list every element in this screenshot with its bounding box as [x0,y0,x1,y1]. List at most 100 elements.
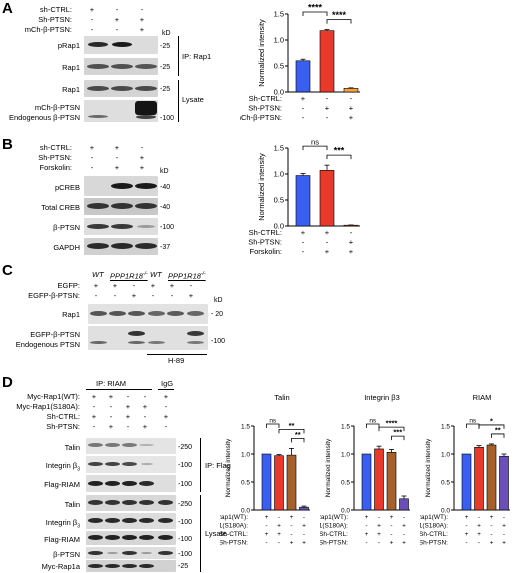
condition-sign: - [278,514,280,521]
b-sign: - [90,163,94,172]
condition-sign: + [349,104,354,113]
condition-sign: + [290,514,294,521]
b-sign: + [114,163,120,172]
b-cond-1: Sh-PTSN: [38,153,72,162]
condition-label: Rap1(WT): [320,514,348,521]
condition-label: Rap1(S180A): [220,523,248,530]
condition-sign: + [349,238,354,247]
condition-sign: + [277,523,281,530]
d-blot-ptsn-lysate [86,547,176,559]
y-tick-label: 1.5 [274,144,284,153]
bar [295,175,311,227]
d-blot-label: Flag-RIAM [44,480,80,489]
chart-talin: Talin 0.0 0.5 1.0 1.5 Normalized intensity ns *… [220,393,310,547]
chart-title: Integrin β3 [364,393,400,402]
significance-label: ns [469,418,477,425]
condition-sign: + [325,104,330,113]
condition-sign: + [265,531,269,538]
d-blot-label: Flag-RIAM [44,535,80,544]
b-sign: + [139,153,145,162]
significance-label: ** [289,421,295,430]
bar [299,506,309,511]
d-sign: + [125,402,131,411]
d-sign: - [92,422,96,431]
condition-sign: - [302,104,305,113]
condition-sign: - [365,523,367,530]
condition-sign: + [349,113,354,122]
b-blot-total-creb [84,198,158,215]
y-axis-label: Normalized intensity [325,438,332,497]
d-blot-integrin-ip [86,456,176,473]
c-sign: - [113,291,117,300]
b-kd: -37 [160,244,171,251]
y-axis-label: Normalized intensity [257,153,266,221]
c-cond-1: EGFP-β-PTSN: [28,291,80,300]
condition-sign: + [365,514,369,521]
condition-sign: - [478,514,480,521]
condition-label: Sh-PTSN: [220,540,248,547]
condition-sign: - [302,247,305,256]
a-blot-label: Rap1 [62,63,80,72]
a-blot-rap1-ip [84,58,158,75]
b-sign: - [90,153,94,162]
y-tick-label: 1.5 [241,424,250,431]
condition-sign: - [290,523,292,530]
significance-bracket [291,438,305,443]
significance-label: * [490,416,493,425]
condition-label: mCh-β-PTSN: [240,113,282,122]
b-kd: -40 [160,184,171,191]
condition-sign: - [365,540,367,547]
d-bracket-lysate [200,495,201,572]
significance-bracket [266,423,280,428]
a-sign: + [139,15,145,24]
c-sign: + [169,281,175,290]
c-blot-label: EGFP-β-PTSN [30,330,80,339]
condition-label: Rap1(S180A): [420,523,448,530]
d-cond-0: Myc-Rap1(WT): [27,392,80,401]
condition-sign: + [301,94,306,103]
b-kd: -40 [160,204,171,211]
condition-sign: + [265,514,269,521]
condition-sign: - [503,531,505,538]
bar [486,444,497,511]
c-blot-ptsn [88,326,208,350]
d-sign: + [91,392,97,401]
panel-letter-c: C [2,262,13,279]
d-sign: - [126,422,130,431]
b-sign: + [114,143,120,152]
y-axis-label: Normalized intensity [225,438,232,497]
b-blot-ptsn [84,218,158,235]
condition-label: Sh-PTSN: [248,238,282,247]
d-sign: - [143,412,147,421]
significance-bracket [466,423,480,428]
condition-sign: + [477,531,481,538]
b-sign: + [89,143,95,152]
c-sign: + [112,281,118,290]
condition-sign: - [465,540,467,547]
condition-sign: + [502,523,506,530]
bar [461,453,472,511]
c-genotype: PPP1R18-/- [110,271,148,281]
chart-a: 0.0 0.5 1.0 1.5 Normalized intensity **** ****… [240,3,360,122]
y-tick-label: 1.0 [441,452,450,459]
a-group-ip: IP: Rap1 [182,52,212,61]
y-tick-label: 1.0 [241,452,250,459]
condition-label: Sh-CTRL: [249,228,282,237]
d-sign: + [163,392,169,401]
chart-integrin: Integrin β3 0.0 0.5 1.0 1.5 Normalized intens… [320,393,410,547]
bar [319,30,335,93]
d-sign: + [91,412,97,421]
bar [499,455,509,511]
d-ip-label: IP: RIAM [96,379,127,388]
d-kd: -250 [178,501,193,508]
c-sign: - [94,291,98,300]
a-cond-2: mCh-β-PTSN: [24,25,72,34]
d-blot-talin-ip [86,438,176,454]
condition-sign: - [490,523,492,530]
b-blot-gapdh [84,238,158,255]
bar [343,88,359,93]
bar [374,448,384,511]
y-tick-label: 1.5 [341,424,350,431]
condition-sign: + [390,540,394,547]
a-kd: -25 [160,43,171,50]
